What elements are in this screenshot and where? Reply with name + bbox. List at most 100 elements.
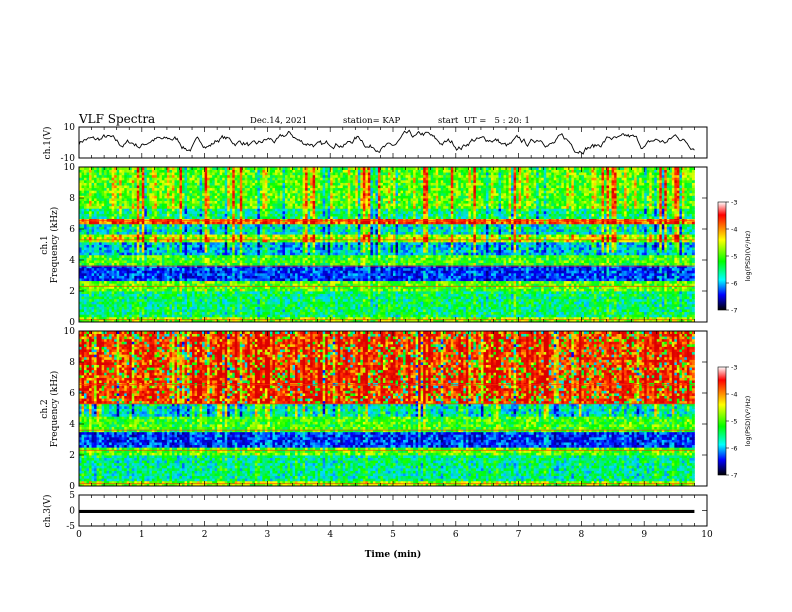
spectrogram-cell: [116, 288, 120, 292]
spectrogram-cell: [684, 319, 688, 322]
spectrogram-cell: [621, 283, 625, 287]
ch1-spectrogram-cells: [79, 167, 695, 322]
spectrogram-cell: [357, 296, 361, 300]
spectrogram-cell: [209, 314, 213, 318]
spectrogram-cell: [187, 291, 190, 294]
spectrogram-cell: [79, 314, 82, 318]
spectrogram-cell: [440, 319, 444, 322]
spectrogram-cell: [282, 319, 286, 322]
spectrogram-cell: [159, 311, 163, 315]
spectrogram-cell: [156, 316, 160, 320]
spectrogram-cell: [362, 293, 366, 297]
spectrogram-cell: [405, 293, 409, 297]
spectrogram-cell: [443, 272, 447, 276]
spectrogram-cell: [410, 309, 414, 313]
spectrogram-cell: [315, 306, 319, 310]
spectrogram-cell: [337, 306, 341, 310]
spectrogram-cell: [405, 311, 409, 315]
spectrogram-cell: [295, 314, 298, 318]
spectrogram-cell: [357, 319, 361, 322]
spectrogram-cell: [395, 278, 399, 282]
spectrogram-cell: [101, 272, 105, 276]
spectrogram-cell: [169, 293, 173, 297]
spectrogram-cell: [629, 314, 633, 318]
spectrogram-cell: [433, 306, 437, 310]
spectrogram-cell: [320, 270, 324, 274]
spectrogram-cell: [126, 270, 130, 274]
spectrogram-cell: [134, 285, 138, 289]
spectrogram-cell: [493, 314, 497, 318]
spectrogram-cell: [588, 298, 592, 302]
spectrogram-cell: [131, 285, 135, 289]
spectrogram-cell: [611, 303, 615, 307]
spectrogram-cell: [295, 311, 298, 315]
spectrogram-cell: [269, 275, 273, 279]
spectrogram-cell: [593, 303, 597, 307]
spectrogram-cell: [518, 303, 522, 307]
spectrogram-cell: [598, 283, 602, 287]
spectrogram-cell: [234, 296, 238, 300]
spectrogram-cell: [398, 278, 401, 282]
spectrogram-cell: [111, 303, 115, 307]
spectrogram-cell: [184, 283, 188, 287]
spectrogram-cell: [106, 278, 110, 282]
spectrogram-cell: [345, 296, 349, 300]
spectrogram-cell: [350, 298, 354, 302]
spectrogram-cell: [513, 288, 517, 292]
spectrogram-cell: [99, 301, 103, 305]
spectrogram-cell: [425, 296, 429, 300]
spectrogram-cell: [347, 272, 351, 276]
spectrogram-cell: [234, 316, 238, 320]
spectrogram-cell: [94, 285, 97, 289]
spectrogram-cell: [184, 270, 188, 274]
spectrogram-cell: [335, 319, 339, 322]
spectrogram-cell: [679, 314, 683, 318]
spectrogram-cell: [480, 311, 484, 315]
spectrogram-cell: [531, 293, 535, 297]
spectrogram-cell: [614, 301, 617, 305]
spectrogram-cell: [209, 316, 213, 320]
spectrogram-cell: [518, 272, 522, 276]
spectrogram-cell: [656, 298, 660, 302]
spectrogram-cell: [664, 288, 668, 292]
spectrogram-cell: [315, 272, 319, 276]
spectrogram-cell: [629, 272, 633, 276]
spectrogram-cell: [242, 316, 246, 320]
spectrogram-cell: [438, 301, 442, 305]
spectrogram-cell: [523, 314, 527, 318]
spectrogram-cell: [124, 283, 128, 287]
spectrogram-cell: [490, 283, 494, 287]
spectrogram-cell: [619, 303, 622, 307]
spectrogram-cell: [202, 298, 205, 302]
spectrogram-cell: [222, 280, 226, 284]
spectrogram-cell: [528, 296, 532, 300]
spectrogram-cell: [111, 306, 115, 310]
spectrogram-cell: [433, 296, 437, 300]
spectrogram-cell: [536, 301, 540, 305]
spectrogram-cell: [295, 298, 298, 302]
spectrogram-cell: [119, 319, 123, 322]
spectrogram-cell: [410, 303, 414, 307]
spectrogram-cell: [199, 283, 203, 287]
spectrogram-cell: [621, 270, 625, 274]
spectrogram-cell: [681, 309, 685, 313]
spectrogram-cell: [651, 319, 655, 322]
spectrogram-cell: [79, 301, 82, 305]
spectrogram-cell: [395, 280, 399, 284]
spectrogram-cell: [305, 270, 308, 274]
spectrogram-cell: [116, 303, 120, 307]
spectrogram-cell: [493, 301, 497, 305]
spectrogram-cell: [614, 296, 617, 300]
spectrogram-cell: [264, 301, 268, 305]
spectrogram-cell: [458, 301, 462, 305]
spectrogram-cell: [611, 293, 615, 297]
spectrogram-cell: [433, 283, 437, 287]
spectrogram-cell: [171, 301, 175, 305]
spectrogram-cell: [272, 309, 276, 313]
spectrogram-cell: [468, 316, 472, 320]
spectrogram-cell: [455, 314, 459, 318]
spectrogram-cell: [495, 309, 499, 313]
spectrogram-cell: [189, 301, 193, 305]
spectrogram-cell: [367, 283, 371, 287]
spectrogram-cell: [134, 301, 138, 305]
